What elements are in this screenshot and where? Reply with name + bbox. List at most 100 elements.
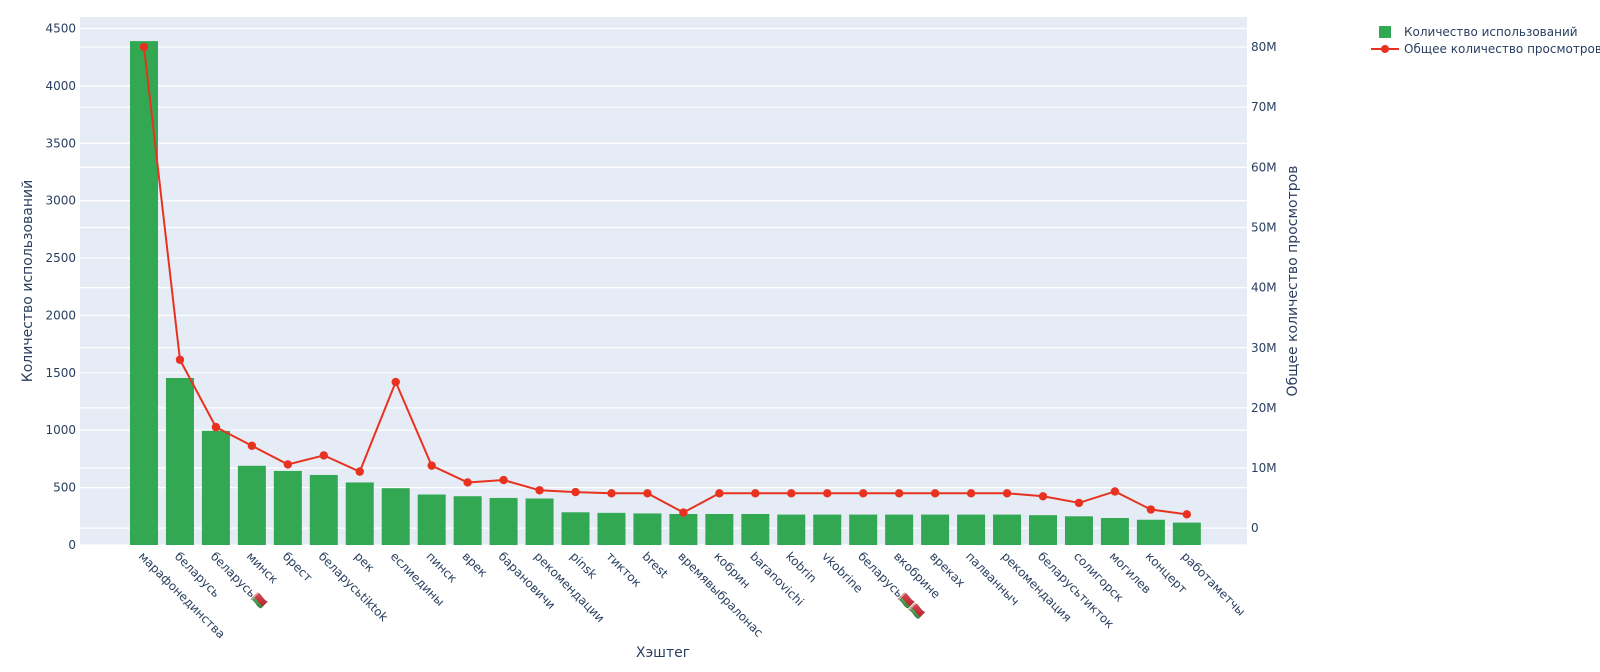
y2-tick-label: 40M	[1251, 281, 1277, 295]
legend-swatch-bar	[1379, 26, 1391, 38]
bar[interactable]	[417, 494, 446, 545]
bar[interactable]	[921, 514, 950, 545]
line-point[interactable]	[966, 489, 976, 498]
y-tick-label: 0	[68, 538, 76, 552]
bar[interactable]	[705, 514, 734, 545]
y2-tick-label: 30M	[1251, 341, 1277, 355]
bar[interactable]	[489, 497, 518, 545]
line-point[interactable]	[1002, 489, 1012, 498]
line-point[interactable]	[679, 508, 688, 517]
legend-swatch-marker	[1381, 45, 1389, 53]
y2-tick-label: 10M	[1251, 461, 1277, 475]
bar[interactable]	[381, 488, 410, 545]
y-axis-ticks: 0 500 1000 1500 2000 2500 3000 3500 4000 4500	[45, 21, 76, 552]
y-tick-label: 2000	[45, 308, 76, 322]
y2-tick-label: 70M	[1251, 100, 1277, 114]
y2-tick-label: 50M	[1251, 220, 1277, 234]
y2-tick-label: 60M	[1251, 160, 1277, 174]
bar[interactable]	[345, 482, 374, 545]
line-point[interactable]	[247, 441, 257, 450]
line-point[interactable]	[571, 487, 580, 497]
bar[interactable]	[525, 498, 554, 545]
bar[interactable]	[777, 514, 806, 545]
bar[interactable]	[1136, 519, 1165, 545]
bar[interactable]	[1172, 522, 1201, 545]
bar[interactable]	[453, 496, 482, 545]
line-series	[139, 42, 1192, 519]
bar[interactable]	[165, 377, 194, 545]
bar-series	[130, 41, 1201, 546]
y2-axis-title: Общее количество просмотров	[1285, 166, 1301, 397]
bar[interactable]	[957, 514, 986, 545]
y-tick-label: 500	[53, 481, 76, 495]
line-point[interactable]	[283, 460, 293, 469]
line-point[interactable]	[1182, 510, 1192, 519]
line-point[interactable]	[1074, 498, 1084, 508]
line-point[interactable]	[391, 377, 400, 387]
bar[interactable]	[741, 514, 770, 545]
line-point[interactable]	[1146, 505, 1156, 514]
bar[interactable]	[273, 470, 302, 545]
bar[interactable]	[849, 514, 878, 545]
bar[interactable]	[1029, 515, 1057, 545]
bar[interactable]	[633, 513, 662, 545]
line-point[interactable]	[463, 478, 472, 487]
y2-axis-ticks: 0 10M 20M 30M 40M 50M 60M 70M 80M	[1251, 40, 1277, 535]
line-point[interactable]	[355, 467, 364, 476]
bar[interactable]	[597, 512, 626, 545]
line-point[interactable]	[211, 422, 221, 432]
y-tick-label: 1000	[45, 423, 76, 437]
line-point[interactable]	[787, 489, 796, 498]
x-tick-label: врек	[460, 549, 491, 580]
y2-tick-label: 20M	[1251, 401, 1277, 415]
line-point[interactable]	[499, 475, 508, 485]
line-point[interactable]	[139, 42, 149, 52]
line-point[interactable]	[930, 489, 940, 498]
bar[interactable]	[885, 514, 914, 545]
line-point[interactable]	[823, 489, 832, 498]
line-point[interactable]	[319, 451, 328, 460]
line-point[interactable]	[859, 489, 868, 498]
x-tick-label: pinsk	[567, 549, 599, 581]
x-tick-label: тикток	[603, 549, 644, 590]
bar[interactable]	[309, 474, 338, 545]
line-point[interactable]	[1038, 492, 1048, 501]
bar[interactable]	[237, 465, 266, 545]
line-point[interactable]	[894, 489, 904, 498]
bar[interactable]	[1064, 516, 1093, 545]
x-tick-label: работаметчы	[1179, 549, 1248, 618]
bar[interactable]	[561, 512, 590, 545]
bar[interactable]	[130, 41, 158, 546]
legend-item-line[interactable]: Общее количество просмотров	[1371, 42, 1600, 56]
line-point[interactable]	[175, 355, 185, 364]
line-point[interactable]	[427, 461, 436, 470]
line-point[interactable]	[751, 489, 760, 498]
x-tick-label: рек	[352, 549, 378, 575]
legend-label-line: Общее количество просмотров	[1404, 42, 1600, 56]
bar[interactable]	[1100, 518, 1129, 545]
series-line	[143, 46, 1187, 516]
bar[interactable]	[669, 514, 698, 545]
legend-label-bar: Количество использований	[1404, 25, 1578, 39]
y-tick-label: 2500	[45, 251, 76, 265]
y-tick-label: 3000	[45, 194, 76, 208]
bar[interactable]	[813, 514, 842, 545]
line-point[interactable]	[643, 489, 652, 498]
bar[interactable]	[993, 514, 1022, 545]
y2-tick-label: 0	[1251, 521, 1259, 535]
legend[interactable]: Количество использований Общее количеств…	[1371, 25, 1600, 56]
line-point[interactable]	[607, 489, 616, 498]
legend-item-bar[interactable]: Количество использований	[1379, 25, 1578, 39]
x-tick-label: брест	[280, 549, 315, 584]
y-tick-label: 3500	[45, 136, 76, 150]
line-point[interactable]	[1110, 487, 1120, 496]
y-tick-label: 4500	[45, 21, 76, 35]
y-axis-title: Количество использований	[20, 180, 36, 382]
line-point[interactable]	[715, 489, 724, 498]
y-tick-label: 4000	[45, 79, 76, 93]
line-point[interactable]	[535, 486, 544, 495]
y2-tick-label: 80M	[1251, 40, 1277, 54]
bar[interactable]	[201, 430, 230, 545]
x-axis-title: Хэштег	[636, 645, 690, 661]
